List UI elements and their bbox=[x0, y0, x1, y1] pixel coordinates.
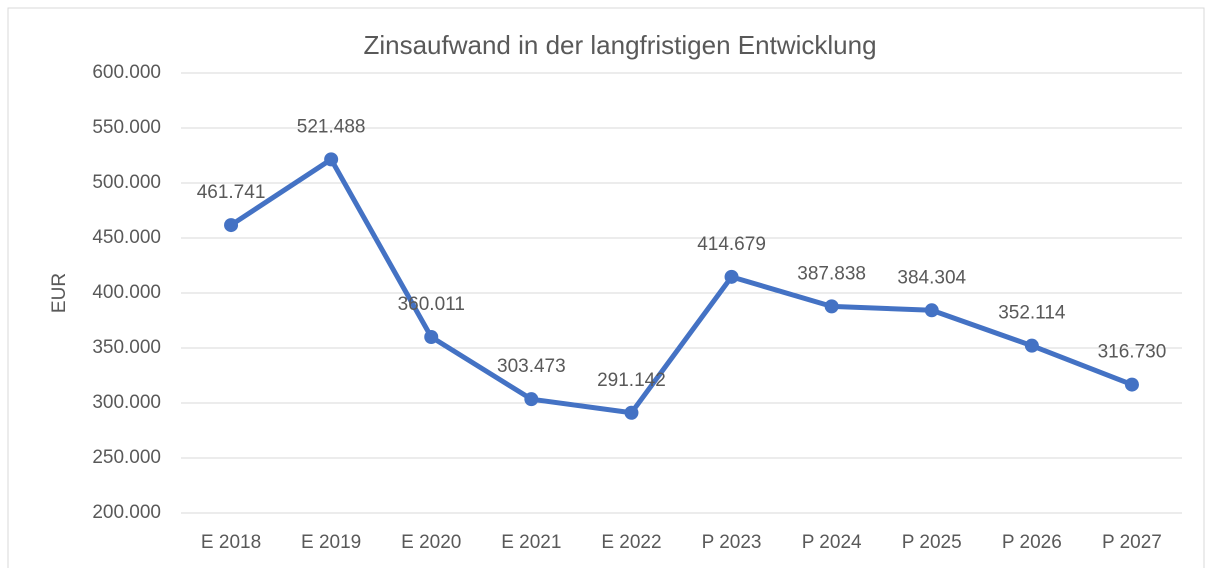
x-tick-label: E 2018 bbox=[201, 532, 261, 553]
data-label: 521.488 bbox=[297, 116, 366, 137]
data-label: 387.838 bbox=[797, 263, 866, 284]
point bbox=[324, 152, 339, 167]
point bbox=[824, 299, 839, 314]
x-tick-label: P 2027 bbox=[1102, 532, 1162, 553]
point bbox=[1124, 377, 1139, 392]
data-label: 316.730 bbox=[1098, 342, 1167, 363]
x-tick-label: E 2019 bbox=[301, 532, 361, 553]
data-label: 352.114 bbox=[998, 303, 1066, 324]
chart-title: Zinsaufwand in der langfristigen Entwick… bbox=[363, 30, 876, 60]
x-tick-label: P 2024 bbox=[802, 532, 862, 553]
x-tick-label: E 2020 bbox=[401, 532, 461, 553]
data-label: 360.011 bbox=[398, 294, 465, 315]
y-tick-label: 300.000 bbox=[92, 392, 161, 413]
x-tick-label: P 2025 bbox=[902, 532, 962, 553]
data-label: 291.142 bbox=[597, 370, 666, 391]
x-tick-label: E 2021 bbox=[501, 532, 561, 553]
y-axis-label: EUR bbox=[49, 273, 70, 313]
data-label: 303.473 bbox=[497, 356, 566, 377]
x-tick-label: P 2023 bbox=[702, 532, 762, 553]
x-tick-label: E 2022 bbox=[601, 532, 661, 553]
point bbox=[524, 392, 539, 407]
y-tick-label: 500.000 bbox=[92, 172, 161, 193]
point bbox=[624, 405, 639, 420]
data-label: 461.741 bbox=[197, 182, 266, 203]
point bbox=[924, 303, 939, 318]
y-tick-label: 200.000 bbox=[92, 502, 161, 523]
point bbox=[224, 218, 239, 233]
x-tick-label: P 2026 bbox=[1002, 532, 1062, 553]
y-tick-label: 400.000 bbox=[92, 282, 161, 303]
y-tick-label: 450.000 bbox=[92, 227, 161, 248]
point bbox=[724, 269, 739, 284]
data-label: 384.304 bbox=[897, 267, 966, 288]
chart-frame bbox=[7, 7, 1205, 568]
point bbox=[424, 329, 439, 344]
y-tick-label: 550.000 bbox=[92, 117, 161, 138]
y-tick-label: 250.000 bbox=[92, 447, 161, 468]
y-tick-label: 350.000 bbox=[92, 337, 161, 358]
data-label: 414.679 bbox=[697, 234, 766, 255]
y-tick-label: 600.000 bbox=[92, 62, 161, 83]
series-line bbox=[229, 156, 1133, 416]
point bbox=[1024, 338, 1039, 353]
